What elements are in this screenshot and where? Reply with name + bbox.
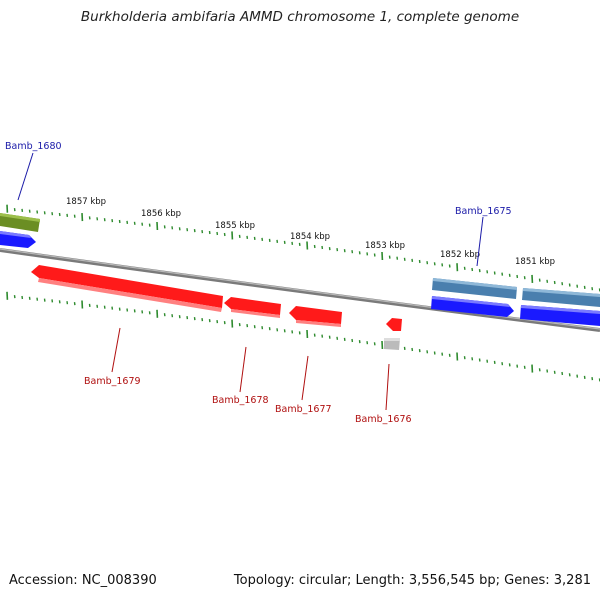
gene-label-bamb-1678[interactable]: Bamb_1678 [212,395,269,406]
cds-reverse-bamb-1676[interactable] [386,318,402,331]
gene-label-bamb-1676[interactable]: Bamb_1676 [355,414,412,425]
kbp-label: 1856 kbp [141,209,181,219]
chromosome-backbone [0,248,600,332]
cds-reverse-bamb-1678[interactable] [224,297,281,318]
label-leader-bamb-1680 [17,152,34,201]
gene-label-bamb-1679[interactable]: Bamb_1679 [84,376,141,387]
label-leader-bamb-1676 [385,363,390,411]
gene-label-bamb-1677[interactable]: Bamb_1677 [275,404,332,415]
gene-feature-bamb-1675-b[interactable] [522,288,600,307]
gene-feature-bamb-1675-a[interactable] [432,278,517,299]
kbp-label: 1853 kbp [365,241,405,251]
chromosome-backbone-highlight [0,248,600,330]
kbp-label: 1852 kbp [440,250,480,260]
kbp-label: 1857 kbp [66,197,106,207]
outer-tick-ring [6,204,600,292]
map-title: Burkholderia ambifaria AMMD chromosome 1… [80,9,520,25]
gene-label-bamb-1675[interactable]: Bamb_1675 [455,206,512,217]
kbp-label: 1855 kbp [215,221,255,231]
label-leader-bamb-1678 [239,346,247,393]
cds-reverse-bamb-1677[interactable] [289,306,342,327]
kbp-label: 1854 kbp [290,232,330,242]
kbp-label: 1851 kbp [515,257,555,267]
cds-reverse-bamb-1679[interactable] [31,265,223,312]
cds-forward-1675-a[interactable] [431,296,514,317]
label-leader-bamb-1677 [301,355,309,401]
accession-text: Accession: NC_008390 [9,573,157,588]
cds-forward-1680[interactable] [0,231,36,248]
label-leader-bamb-1679 [111,327,121,373]
gene-feature-bamb-1680[interactable] [0,213,40,232]
cds-forward-1675-b[interactable] [520,305,600,326]
label-leader-bamb-1675 [476,216,484,267]
gene-label-bamb-1680[interactable]: Bamb_1680 [5,141,62,152]
genome-summary-text: Topology: circular; Length: 3,556,545 bp… [233,573,591,588]
inner-tick-ring [6,291,600,382]
rna-feature-bamb-1676[interactable] [384,338,400,350]
